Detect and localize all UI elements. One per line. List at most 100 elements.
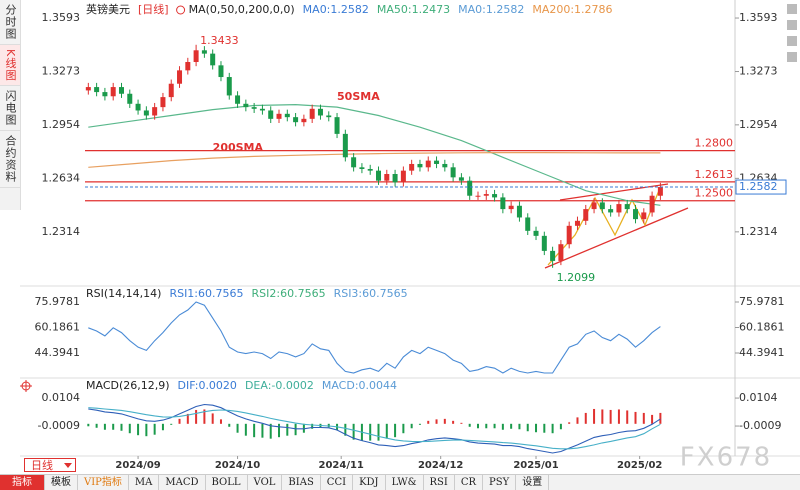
candle-body: [400, 170, 406, 183]
candle-body: [135, 103, 141, 111]
y-tick-label: 60.1861: [35, 321, 81, 334]
candle-body: [351, 157, 357, 168]
y-tick-label: 1.3273: [739, 65, 778, 78]
candle-body: [85, 87, 91, 91]
indicator-tab[interactable]: CCI: [321, 475, 354, 490]
indicator-tab[interactable]: MA: [129, 475, 160, 490]
legend-item: MACD:0.0044: [322, 379, 397, 392]
macd-bar: [261, 423, 264, 438]
indicator-tab[interactable]: PSY: [483, 475, 517, 490]
candle-body: [558, 244, 564, 261]
candle-body: [177, 70, 183, 84]
macd-bar: [128, 423, 131, 434]
macd-bar: [369, 423, 372, 441]
indicator-tab[interactable]: 指标: [0, 475, 45, 490]
legend-item: RSI3:60.7565: [334, 287, 408, 300]
macd-bar: [228, 423, 231, 427]
candle-body: [583, 209, 589, 221]
dropdown-arrow: [64, 463, 72, 468]
indicator-tab[interactable]: VIP指标: [78, 475, 129, 490]
toolbar-icons: [787, 4, 797, 62]
candle-body: [442, 163, 448, 168]
candle-body: [649, 195, 655, 213]
y-tick-label: -0.0009: [38, 419, 80, 432]
candle-body: [284, 113, 290, 118]
indicator-tab[interactable]: LW&: [386, 475, 424, 490]
y-tick-label: 0.0104: [739, 391, 778, 404]
y-tick-label: 1.2314: [739, 225, 778, 238]
indicator-tab[interactable]: MACD: [159, 475, 206, 490]
candle-body: [434, 160, 440, 164]
watermark: FX678: [680, 443, 772, 473]
candle-body: [458, 177, 464, 181]
level-label: 1.2800: [695, 137, 734, 150]
x-tick-label: 2025/02: [617, 460, 662, 471]
candle-body: [475, 195, 481, 197]
macd-bar: [617, 409, 620, 424]
indicator-tab[interactable]: KDJ: [353, 475, 386, 490]
sidebar-tab[interactable]: 分时图: [0, 0, 20, 45]
candle-body: [450, 167, 456, 178]
candle-body: [218, 65, 224, 78]
candle-body: [152, 107, 158, 116]
indicator-tab[interactable]: BOLL: [206, 475, 248, 490]
indicator-tab[interactable]: BIAS: [282, 475, 321, 490]
macd-bar: [145, 423, 148, 437]
panel-title: RSI(14,14,14): [86, 287, 161, 300]
indicator-tab[interactable]: 设置: [516, 475, 550, 490]
macd-bar: [203, 409, 206, 424]
ma-line: [88, 103, 661, 206]
indicator-tab[interactable]: RSI: [424, 475, 455, 490]
x-tick-label: 2025/01: [513, 460, 558, 471]
x-tick-label: 2024/12: [418, 460, 463, 471]
candle-body: [641, 212, 647, 220]
sidebar-tab[interactable]: K线图: [0, 45, 20, 87]
candle-body: [317, 108, 323, 116]
indicator-tab[interactable]: CR: [455, 475, 484, 490]
ma-line: [88, 152, 661, 168]
macd-bar: [344, 423, 347, 436]
macd-bar: [120, 423, 123, 431]
trend-lines: [544, 183, 689, 269]
candle-body: [367, 168, 373, 171]
y-tick-label: 1.3273: [42, 65, 81, 78]
macd-bar: [402, 423, 405, 434]
settings-icon: [176, 5, 186, 15]
macd-bar: [410, 423, 413, 429]
candle-body: [127, 93, 133, 104]
candle-body: [326, 115, 332, 118]
macd-bar: [294, 423, 297, 436]
period-tag: [日线]: [138, 2, 169, 16]
candle-body: [334, 117, 340, 134]
x-tick-label: 2024/10: [215, 460, 260, 471]
y-tick-label: 1.2954: [739, 118, 778, 131]
candle-body: [616, 204, 622, 213]
low-label: 1.2099: [557, 271, 596, 284]
candle-body: [293, 117, 299, 123]
candle-body: [201, 50, 207, 54]
macd-bar: [543, 423, 546, 433]
candle-body: [94, 87, 100, 93]
candle-body: [409, 163, 415, 171]
macd-bar: [352, 423, 355, 440]
indicator-tab[interactable]: VOL: [248, 475, 283, 490]
candle-body: [301, 118, 307, 123]
macd-bar: [377, 423, 380, 441]
candle-body: [525, 217, 531, 231]
y-tick-label: 1.3593: [739, 11, 778, 24]
sidebar-tab[interactable]: 闪电图: [0, 86, 20, 132]
panel-title: MACD(26,12,9): [86, 379, 170, 392]
sidebar-tab[interactable]: 合约资料: [0, 131, 20, 189]
candle-body: [243, 103, 249, 108]
candle-body: [591, 202, 597, 210]
macd-bar: [601, 409, 604, 424]
legend-item: RSI1:60.7565: [169, 287, 243, 300]
macd-bar: [385, 423, 388, 439]
last-price-label: 1.2582: [739, 180, 778, 193]
indicator-tab[interactable]: 模板: [45, 475, 78, 490]
period-selector[interactable]: 日线: [24, 458, 76, 472]
legend-item: RSI2:60.7565: [252, 287, 326, 300]
macd-bar: [178, 418, 181, 424]
macd-bar: [211, 413, 214, 424]
macd-bar: [269, 423, 272, 439]
